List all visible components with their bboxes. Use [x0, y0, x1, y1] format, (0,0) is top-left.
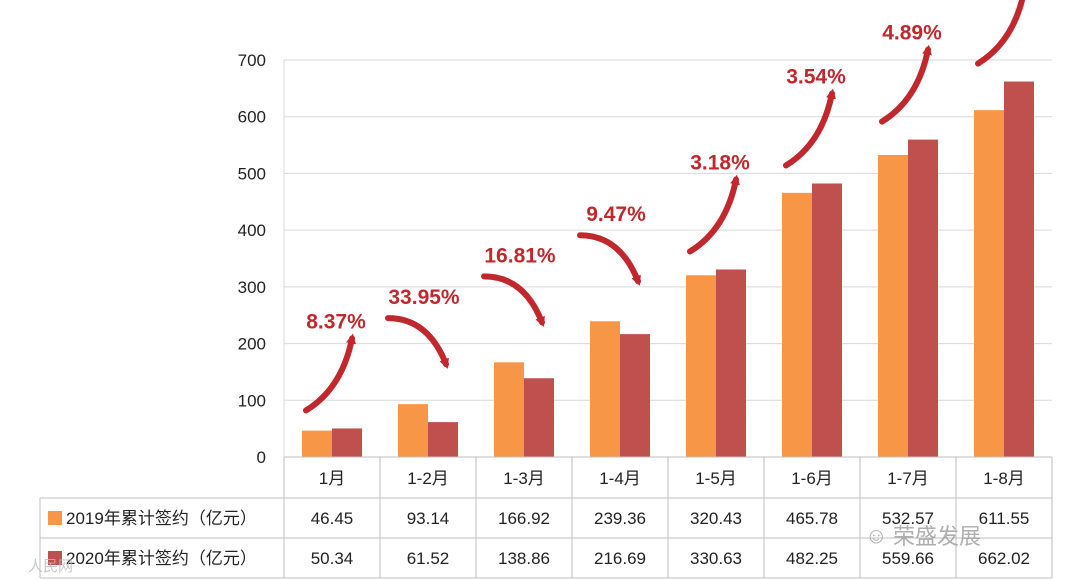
trend-arrow-icon	[975, 0, 1026, 67]
data-value-label: 465.78	[786, 509, 838, 528]
trend-arrow-icon	[481, 273, 545, 327]
y-tick-label: 0	[257, 448, 266, 467]
y-tick-label: 100	[238, 391, 266, 410]
bar-2019	[494, 362, 524, 457]
bar-2019	[398, 404, 428, 457]
trend-annotation: 16.81%	[481, 244, 556, 327]
bar-2020	[428, 422, 458, 457]
trend-annotation: 3.18%	[687, 151, 750, 255]
x-tick-label: 1-3月	[503, 469, 545, 488]
bar-2020	[524, 378, 554, 457]
bar-2019	[686, 275, 716, 457]
growth-percent-label: 16.81%	[484, 244, 556, 267]
data-value-label: 166.92	[498, 509, 550, 528]
growth-percent-label: 33.95%	[388, 286, 460, 309]
bar-2020	[716, 269, 746, 457]
trend-annotation: 8.37%	[303, 310, 366, 414]
data-value-label: 46.45	[311, 509, 354, 528]
data-value-label: 93.14	[407, 509, 450, 528]
data-value-label: 50.34	[311, 549, 354, 568]
trend-annotation: 8.25%	[975, 0, 1026, 67]
data-value-label: 559.66	[882, 549, 934, 568]
trend-arrow-icon	[385, 315, 449, 369]
x-tick-label: 1-4月	[599, 469, 641, 488]
trend-arrows: 8.37% 33.95% 16.81% 9.47% 3.18% 3.54% 4.89% 8.2…	[303, 0, 1026, 414]
trend-arrow-icon	[577, 232, 641, 286]
data-table: 1月 1-2月 1-3月 1-4月 1-5月 1-6月 1-7月 1-8月 2019年累计签约（…	[39, 456, 1053, 579]
y-tick-label: 200	[238, 335, 266, 354]
y-tick-label: 300	[238, 278, 266, 297]
watermark: ☺ 荣盛发展 人民网	[28, 523, 981, 575]
data-value-label: 611.55	[979, 509, 1030, 528]
growth-percent-label: 3.18%	[690, 151, 750, 174]
bar-2019	[302, 430, 332, 457]
trend-annotation: 3.54%	[783, 65, 846, 169]
x-tick-label: 1-7月	[887, 469, 929, 488]
x-tick-label: 1-2月	[407, 469, 449, 488]
watermark-logo-icon: ☺	[865, 523, 887, 548]
data-value-label: 482.25	[786, 549, 838, 568]
y-tick-label: 500	[238, 164, 266, 183]
bar-2020	[1004, 81, 1034, 457]
data-value-label: 239.36	[594, 509, 646, 528]
data-value-label: 330.63	[690, 549, 742, 568]
trend-arrow-icon	[879, 44, 932, 125]
data-value-label: 532.57	[882, 509, 934, 528]
x-tick-label: 1-5月	[695, 469, 737, 488]
bar-2020	[620, 334, 650, 457]
trend-annotation: 9.47%	[577, 203, 646, 286]
growth-percent-label: 3.54%	[786, 65, 846, 88]
y-axis: 0 100 200 300 400 500 600 700	[238, 51, 285, 467]
trend-annotation: 33.95%	[385, 286, 460, 369]
growth-percent-label: 4.89%	[882, 22, 942, 45]
x-tick-label: 1-6月	[791, 469, 833, 488]
bar-2020	[332, 428, 362, 457]
y-tick-label: 400	[238, 221, 266, 240]
bar-2020	[812, 183, 842, 457]
bar-2019	[590, 321, 620, 457]
data-value-label: 320.43	[690, 509, 742, 528]
bar-2020	[908, 139, 938, 457]
watermark-text: 荣盛发展	[893, 524, 981, 549]
legend-swatch	[48, 511, 62, 525]
gridlines	[284, 59, 1052, 458]
data-value-label: 61.52	[407, 549, 450, 568]
y-tick-label: 600	[238, 108, 266, 127]
trend-arrow-icon	[783, 88, 836, 169]
growth-percent-label: 8.37%	[306, 310, 366, 333]
bars	[302, 81, 1034, 458]
bar-2019	[878, 154, 908, 457]
trend-arrow-icon	[687, 174, 740, 255]
data-value-label: 138.86	[498, 549, 550, 568]
legend-label: 2019年累计签约（亿元）	[66, 509, 257, 528]
data-value-label: 216.69	[594, 549, 646, 568]
bar-2019	[782, 192, 812, 458]
bar-2019	[974, 110, 1004, 457]
x-tick-label: 1-8月	[983, 469, 1025, 488]
x-tick-label: 1月	[319, 469, 345, 488]
growth-percent-label: 9.47%	[586, 203, 646, 226]
trend-annotation: 4.89%	[879, 22, 942, 125]
corner-watermark-text: 人民网	[28, 558, 73, 575]
legend-label: 2020年累计签约（亿元）	[66, 549, 257, 568]
trend-arrow-icon	[303, 333, 356, 414]
y-tick-label: 700	[238, 51, 266, 70]
legend-swatch	[48, 551, 62, 565]
data-value-label: 662.02	[978, 549, 1030, 568]
